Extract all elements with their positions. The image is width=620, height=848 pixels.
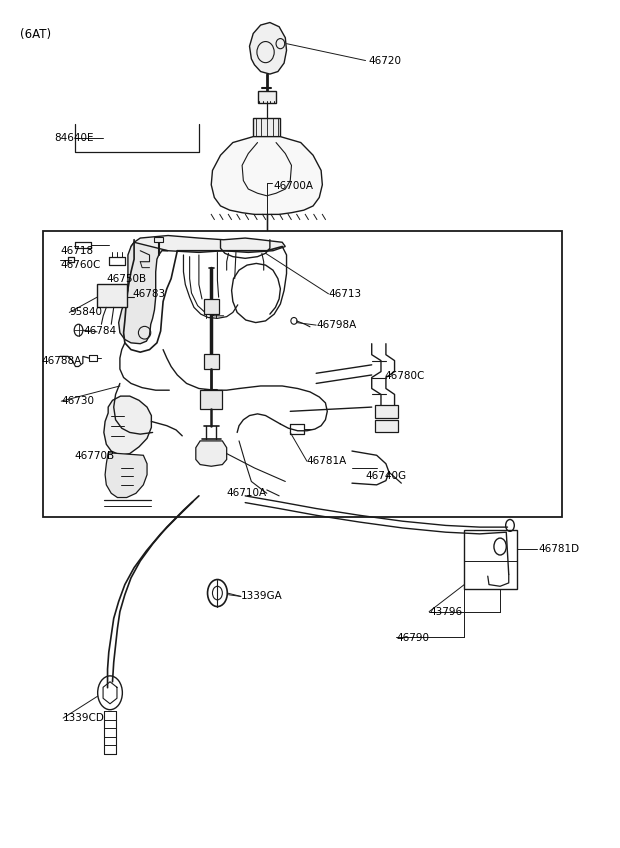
Polygon shape — [196, 441, 227, 466]
Text: 46718: 46718 — [60, 246, 93, 256]
Text: 46781D: 46781D — [538, 544, 580, 554]
Bar — [464, 530, 516, 589]
Polygon shape — [249, 23, 286, 74]
Text: 46713: 46713 — [329, 289, 361, 298]
Text: 46798A: 46798A — [316, 320, 356, 330]
Text: 46760C: 46760C — [60, 260, 100, 271]
Polygon shape — [104, 396, 151, 455]
Polygon shape — [131, 236, 285, 253]
Text: 46740G: 46740G — [366, 471, 407, 482]
Bar — [204, 298, 219, 314]
Text: 95840: 95840 — [69, 308, 102, 317]
Bar — [375, 420, 398, 432]
Bar — [97, 284, 126, 307]
Text: 46720: 46720 — [369, 56, 402, 65]
Bar — [204, 354, 219, 369]
Polygon shape — [105, 453, 147, 498]
Text: 46780C: 46780C — [384, 371, 425, 381]
Polygon shape — [118, 243, 168, 343]
Text: 46790: 46790 — [396, 633, 430, 643]
Bar — [375, 405, 398, 418]
Text: 46750B: 46750B — [106, 274, 146, 283]
Text: 46783: 46783 — [133, 289, 166, 298]
Text: 46730: 46730 — [61, 396, 94, 406]
Bar — [200, 390, 223, 409]
Polygon shape — [211, 137, 322, 215]
Text: 46770B: 46770B — [74, 451, 114, 461]
Text: 1339CD: 1339CD — [63, 713, 105, 723]
Text: 46781A: 46781A — [307, 456, 347, 466]
Bar — [257, 91, 276, 103]
Text: 84640E: 84640E — [54, 133, 94, 143]
Text: 1339GA: 1339GA — [241, 591, 283, 601]
Text: 46700A: 46700A — [273, 181, 313, 191]
Bar — [154, 237, 163, 243]
Text: 46784: 46784 — [84, 326, 117, 336]
Bar — [253, 118, 280, 137]
Text: 43796: 43796 — [429, 606, 463, 616]
Text: (6AT): (6AT) — [20, 29, 51, 42]
Text: 46710A: 46710A — [227, 488, 267, 499]
Bar — [43, 232, 562, 517]
Text: 46788A: 46788A — [42, 356, 82, 366]
